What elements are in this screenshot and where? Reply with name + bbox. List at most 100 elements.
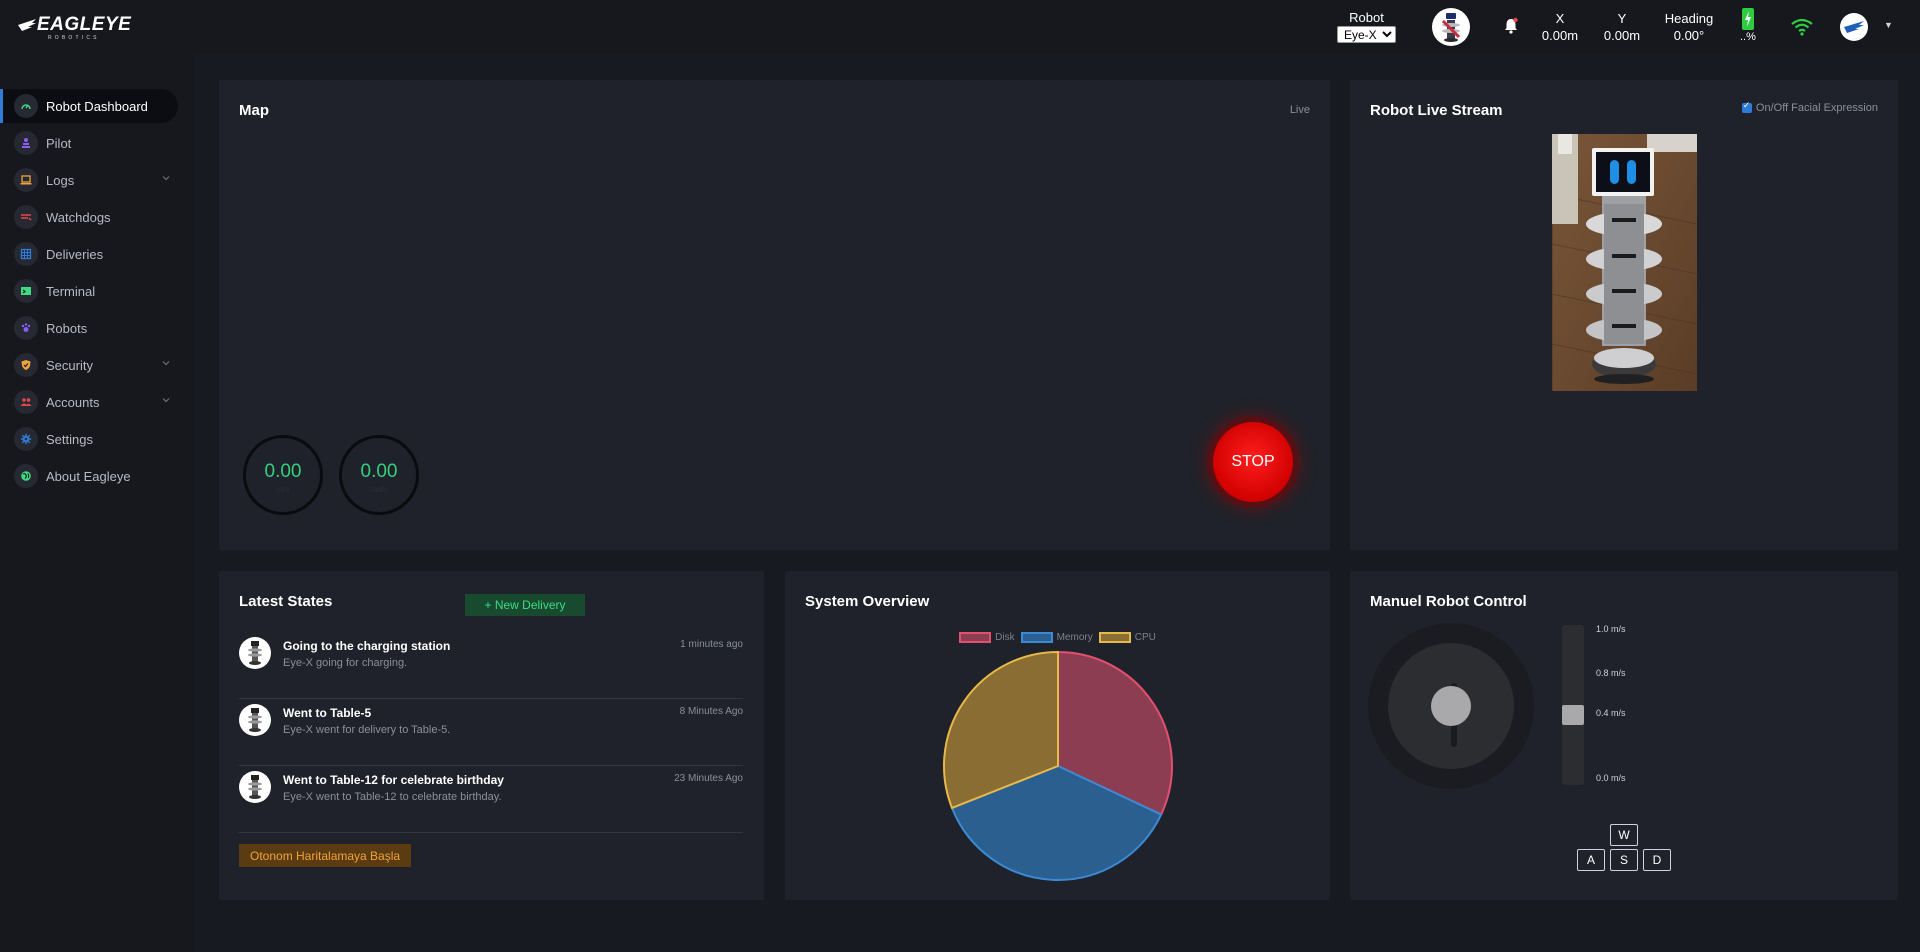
pilot-icon (14, 131, 38, 155)
y-label: Y (1617, 11, 1627, 26)
robot-selector: Robot Eye-X (1337, 10, 1396, 43)
heading-value: 0.00° (1673, 28, 1705, 43)
sidebar-item-robot-dashboard[interactable]: Robot Dashboard (0, 89, 178, 123)
joystick[interactable] (1368, 623, 1534, 789)
pie-slice-memory[interactable] (950, 764, 1163, 881)
speed-slider[interactable] (1562, 625, 1584, 785)
speed-label: 0.8 m/s (1596, 668, 1626, 678)
chart-legend: Disk Memory CPU (785, 632, 1330, 643)
map-card: Map Live 0.00 m/s 0.00 rad/s STOP (219, 80, 1330, 550)
wifi-icon (1791, 18, 1813, 36)
sidebar-item-label: Robot Dashboard (46, 98, 148, 114)
key-a-button[interactable]: A (1577, 849, 1605, 871)
bell-icon[interactable] (1503, 17, 1519, 35)
speed-slider-thumb[interactable] (1562, 705, 1584, 725)
manual-control-card: Manuel Robot Control 1.0 m/s 0.8 m/s 0.4… (1350, 571, 1898, 900)
state-time: 23 Minutes Ago (674, 773, 743, 784)
state-time: 1 minutes ago (680, 639, 743, 650)
state-description: Eye-X went for delivery to Table-5. (283, 724, 451, 736)
speed-label: 1.0 m/s (1596, 624, 1626, 634)
robot-avatar-icon (239, 637, 271, 669)
heading-label: Heading (1664, 11, 1714, 26)
angular-speed-value: 0.00 (360, 460, 398, 482)
speed-label: 0.4 m/s (1596, 708, 1626, 718)
sidebar-item-accounts[interactable]: Accounts (0, 385, 178, 419)
y-coordinate: Y 0.00m (1569, 10, 1675, 44)
key-s-button[interactable]: S (1610, 849, 1638, 871)
sidebar-item-security[interactable]: Security (0, 348, 178, 382)
state-title: Going to the charging station (283, 639, 451, 653)
sidebar-item-settings[interactable]: Settings (0, 422, 178, 456)
shield-icon (14, 353, 38, 377)
y-value: 0.00m (1603, 28, 1641, 43)
state-time: 8 Minutes Ago (679, 706, 743, 717)
battery-percent: ..% (1740, 31, 1756, 43)
top-bar: EAGLEYE ROBOTICS Robot Eye-X X 0.00m Y 0… (0, 0, 1920, 54)
user-avatar-icon[interactable] (1840, 13, 1868, 41)
sidebar-item-label: Logs (46, 172, 75, 188)
legend-swatch (1098, 632, 1131, 643)
facial-expression-checkbox[interactable] (1741, 100, 1752, 113)
divider (239, 765, 743, 766)
list-item[interactable]: Went to Table-5 Eye-X went for delivery … (239, 700, 743, 766)
sidebar-item-logs[interactable]: Logs (0, 163, 178, 197)
legend-swatch (1020, 632, 1053, 643)
terminal-icon (14, 279, 38, 303)
sidebar-item-deliveries[interactable]: Deliveries (0, 237, 178, 271)
sidebar-item-terminal[interactable]: Terminal (0, 274, 178, 308)
manual-control-title: Manuel Robot Control (1370, 593, 1527, 610)
sidebar-item-label: Security (46, 357, 93, 373)
x-label: X (1555, 11, 1565, 26)
angular-speed-unit: rad/s (370, 484, 388, 494)
state-description: Eye-X going for charging. (283, 657, 408, 669)
robots-icon (14, 316, 38, 340)
pie-slice-cpu[interactable] (943, 650, 1059, 810)
map-title: Map (239, 102, 269, 119)
facial-expression-label: On/Off Facial Expression (1755, 102, 1878, 114)
robot-avatar-icon (239, 704, 271, 736)
robot-video-stream[interactable] (1552, 134, 1697, 391)
legend-item-disk[interactable]: Disk (959, 632, 1015, 643)
sidebar: Robot Dashboard Pilot Logs Watchdogs Del… (0, 54, 194, 952)
sidebar-item-pilot[interactable]: Pilot (0, 126, 178, 160)
legend-item-memory[interactable]: Memory (1020, 632, 1093, 643)
sidebar-item-about[interactable]: About Eagleye (0, 459, 178, 493)
key-w-button[interactable]: W (1610, 824, 1638, 846)
logo-subtitle: ROBOTICS (48, 35, 100, 41)
start-autonomous-mapping-button[interactable]: Otonom Haritalamaya Başla (239, 844, 412, 867)
live-indicator: Live (1289, 104, 1310, 116)
legend-item-cpu[interactable]: CPU (1098, 632, 1156, 643)
sidebar-item-label: Robots (46, 320, 88, 336)
robot-avatar-icon (239, 771, 271, 803)
gear-icon (14, 427, 38, 451)
angular-speed-gauge: 0.00 rad/s (339, 435, 419, 515)
joystick-knob[interactable] (1431, 686, 1471, 726)
latest-states-card: Latest States + New Delivery Going to th… (219, 571, 764, 900)
caret-down-icon[interactable]: ▼ (1884, 20, 1893, 30)
key-d-button[interactable]: D (1643, 849, 1671, 871)
chevron-down-icon (162, 176, 170, 181)
state-description: Eye-X went to Table-12 to celebrate birt… (283, 791, 502, 803)
sidebar-item-label: About Eagleye (46, 468, 131, 484)
divider (239, 698, 743, 699)
sidebar-item-label: Deliveries (46, 246, 104, 262)
list-item[interactable]: Went to Table-12 for celebrate birthday … (239, 767, 743, 833)
emergency-stop-button[interactable]: STOP (1213, 422, 1293, 502)
list-item[interactable]: Going to the charging station Eye-X goin… (239, 633, 743, 699)
system-overview-title: System Overview (805, 593, 930, 610)
robot-avatar-icon[interactable] (1432, 8, 1470, 46)
globe-icon (14, 464, 38, 488)
deliveries-icon (14, 242, 38, 266)
state-title: Went to Table-5 (283, 706, 372, 720)
eagleye-logo[interactable]: EAGLEYE ROBOTICS (18, 14, 131, 41)
accounts-icon (14, 390, 38, 414)
new-delivery-button[interactable]: + New Delivery (465, 594, 585, 616)
battery-indicator: ..% (1740, 8, 1756, 43)
facial-expression-toggle[interactable]: On/Off Facial Expression (1741, 100, 1878, 114)
robot-select[interactable]: Eye-X (1337, 26, 1396, 43)
sidebar-item-label: Settings (46, 431, 93, 447)
pie-slice-disk[interactable] (1057, 650, 1173, 816)
x-coordinate: X 0.00m (1507, 10, 1613, 44)
sidebar-item-watchdogs[interactable]: Watchdogs (0, 200, 178, 234)
sidebar-item-robots[interactable]: Robots (0, 311, 178, 345)
